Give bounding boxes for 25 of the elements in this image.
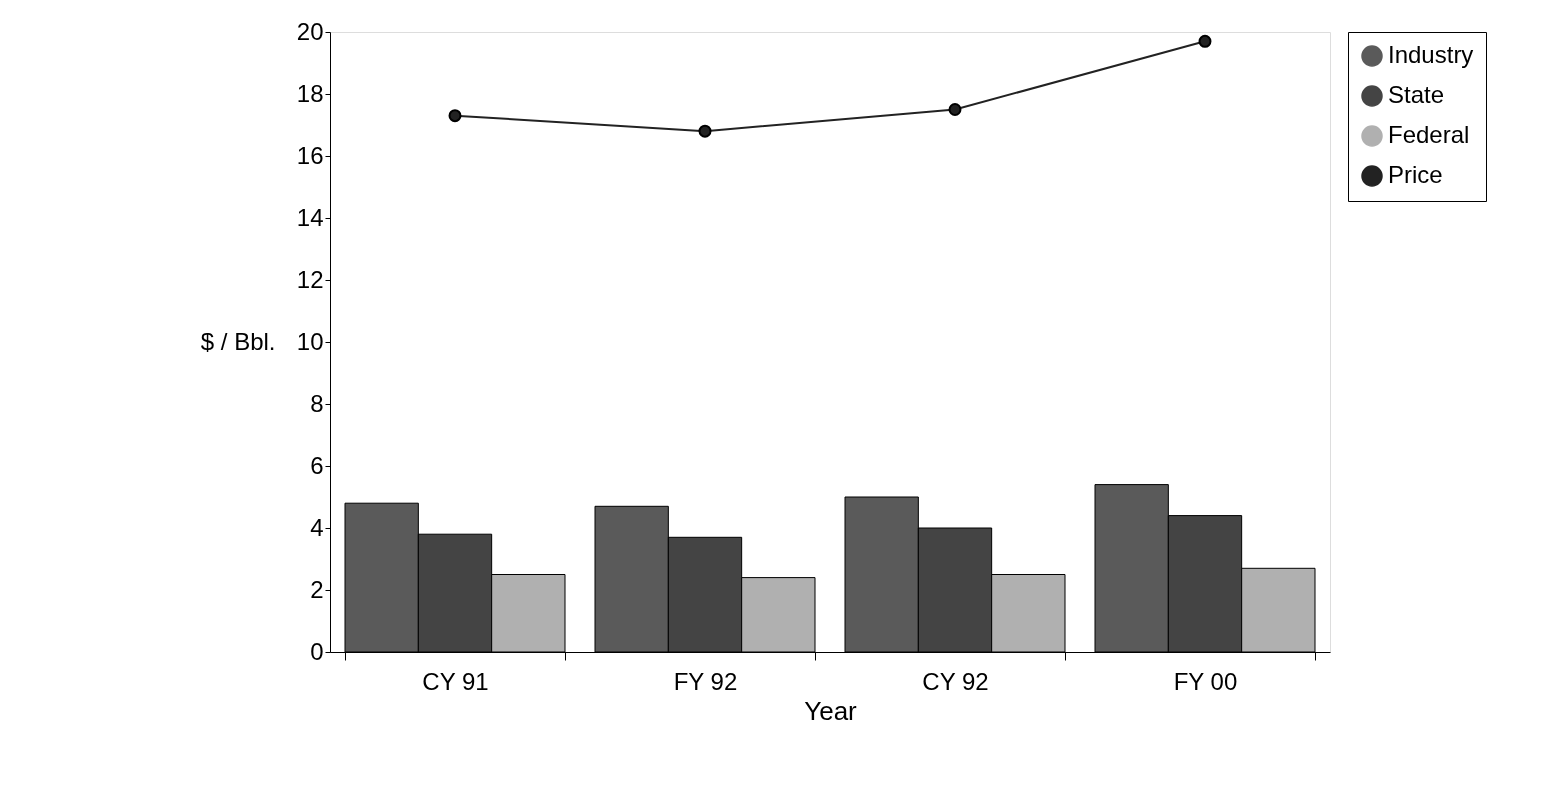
- y-tick-label: 0: [310, 637, 324, 665]
- point: [1198, 34, 1212, 48]
- x-axis-title: Year: [804, 695, 858, 726]
- legend-label: Federal: [1388, 121, 1470, 148]
- y-tick-label: 4: [310, 513, 324, 541]
- y-tick-label: 10: [296, 327, 324, 355]
- y-tick-label: 18: [296, 79, 324, 107]
- point: [948, 103, 962, 116]
- y-tick-label: 8: [310, 389, 324, 417]
- y-tick-label: 2: [310, 575, 324, 603]
- y-tick-label: 20: [296, 17, 324, 45]
- y-tick-label: 12: [296, 265, 324, 293]
- legend-label: Price: [1388, 161, 1443, 188]
- y-tick-label: 14: [296, 203, 324, 231]
- legend-label: State: [1388, 81, 1445, 108]
- y-tick-label: 6: [310, 451, 324, 479]
- point: [698, 124, 712, 138]
- y-axis-title: $ / Bbl.: [200, 327, 276, 355]
- legend-label: Industry: [1388, 41, 1474, 68]
- x-tick-label: CY 91: [422, 667, 489, 695]
- point: [448, 109, 462, 123]
- x-tick-label: FY 92: [673, 667, 738, 695]
- x-tick-label: FY 00: [1173, 667, 1238, 695]
- x-tick-label: CY 92: [922, 667, 989, 695]
- y-tick-label: 16: [296, 141, 324, 169]
